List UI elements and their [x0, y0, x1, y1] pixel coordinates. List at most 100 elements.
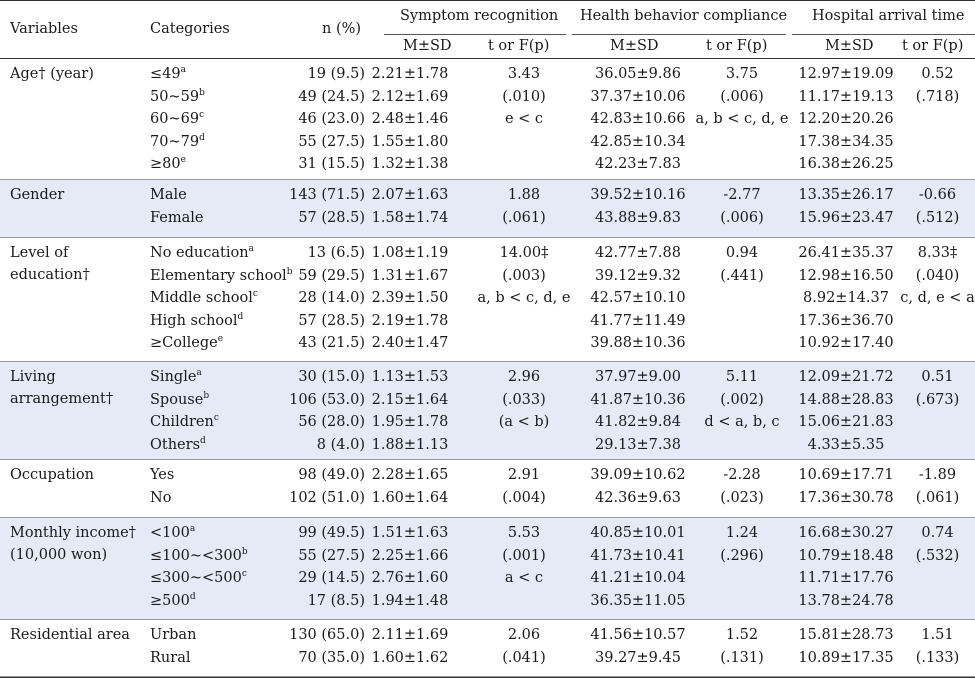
n-pct-cell: 19 (9.5) [307, 66, 365, 82]
n-pct-cell: 28 (14.0) [298, 290, 365, 306]
category-superscript: a [189, 524, 196, 535]
category-cell: Singlea [150, 368, 202, 385]
symptom-tf-cell: 2.96 [507, 369, 541, 385]
n-pct-cell: 143 (71.5) [289, 187, 365, 203]
table-group: Level of education† No educationa 13 (6.5)… [0, 238, 975, 362]
health-msd-cell: 42.77±7.88 [595, 245, 681, 261]
health-tf-cell: 1.52 [725, 627, 759, 643]
n-pct-cell: 130 (65.0) [289, 627, 365, 643]
symptom-msd-cell: 1.32±1.38 [371, 156, 449, 172]
header-arrival-tf: t or F(p) [902, 38, 964, 54]
table-header: Variables Categories n (%) Symptom recog… [0, 0, 975, 59]
n-pct-cell: 43 (21.5) [298, 335, 365, 351]
variable-label: Occupation [10, 467, 94, 483]
category-superscript: b [203, 390, 210, 401]
arrival-tf-cell: -1.89 [918, 467, 957, 483]
category-superscript: b [241, 546, 248, 557]
category-cell: No [150, 489, 172, 506]
health-msd-cell: 42.23±7.83 [595, 156, 681, 172]
arrival-msd-cell: 11.71±17.76 [798, 570, 894, 586]
symptom-tf-cell: e < c [504, 111, 544, 127]
symptom-msd-cell: 2.28±1.65 [371, 467, 449, 483]
arrival-tf-cell: (.133) [915, 649, 960, 666]
health-msd-cell: 40.85±10.01 [590, 525, 686, 541]
health-msd-cell: 29.13±7.38 [595, 436, 681, 453]
symptom-msd-cell: 2.07±1.63 [371, 187, 449, 203]
category-cell: ≥500d [150, 591, 196, 609]
category-cell: 70~79d [150, 132, 205, 150]
category-superscript: b [286, 266, 293, 277]
variable-label: Gender [10, 187, 65, 203]
symptom-msd-cell: 2.19±1.78 [371, 312, 449, 329]
symptom-msd-cell: 2.76±1.60 [371, 570, 449, 586]
arrival-msd-cell: 17.38±34.35 [798, 133, 894, 150]
category-cell: 50~59b [150, 87, 205, 105]
symptom-msd-cell: 1.60±1.62 [371, 649, 449, 666]
header-categories: Categories [150, 21, 230, 37]
header-health-msd: M±SD [610, 38, 659, 54]
arrival-tf-cell: (.532) [915, 547, 960, 564]
n-pct-cell: 17 (8.5) [307, 592, 365, 609]
symptom-msd-cell: 1.58±1.74 [371, 209, 449, 226]
header-symptom-msd: M±SD [403, 38, 452, 54]
arrival-tf-cell: 0.52 [921, 66, 954, 82]
category-cell: High schoold [150, 311, 244, 329]
health-msd-cell: 41.87±10.36 [590, 391, 686, 408]
health-tf-cell: (.131) [720, 649, 764, 666]
table-group: Gender Male 143 (71.5) 2.07±1.63 1.88 39.52±1… [0, 180, 975, 238]
symptom-tf-cell: (.003) [502, 267, 546, 284]
category-superscript: a [180, 65, 186, 76]
symptom-msd-cell: 1.60±1.64 [371, 489, 449, 506]
n-pct-cell: 98 (49.0) [298, 467, 365, 483]
category-cell: Male [150, 187, 187, 203]
symptom-tf-cell: (a < b) [498, 414, 550, 430]
category-superscript: d [199, 132, 205, 143]
symptom-tf-cell: 3.43 [507, 66, 541, 82]
symptom-msd-cell: 2.40±1.47 [371, 335, 449, 351]
arrival-msd-cell: 8.92±14.37 [803, 290, 889, 306]
arrival-msd-cell: 10.89±17.35 [798, 649, 894, 666]
category-superscript: c [241, 569, 247, 580]
category-cell: 60~69c [150, 110, 205, 127]
arrival-msd-cell: 14.88±28.83 [798, 391, 894, 408]
health-msd-cell: 37.37±10.06 [590, 88, 686, 105]
symptom-tf-cell: (.041) [502, 649, 546, 666]
table-group: Residential area Urban 130 (65.0) 2.11±1.69… [0, 620, 975, 677]
n-pct-cell: 59 (29.5) [298, 267, 365, 284]
symptom-msd-cell: 2.11±1.69 [371, 627, 449, 643]
health-msd-cell: 41.73±10.41 [590, 547, 686, 564]
header-arrival-msd: M±SD [825, 38, 874, 54]
symptom-tf-cell: a < c [504, 570, 544, 586]
health-tf-cell: (.006) [720, 88, 764, 105]
arrival-tf-cell: 0.51 [921, 369, 954, 385]
category-cell: ≥80e [150, 155, 186, 172]
variable-label: Living arrangement† [10, 369, 114, 407]
n-pct-cell: 57 (28.5) [298, 209, 365, 226]
n-pct-cell: 8 (4.0) [316, 436, 365, 453]
category-cell: No educationa [150, 244, 254, 261]
symptom-msd-cell: 1.31±1.67 [371, 267, 449, 284]
health-tf-cell: 3.75 [725, 66, 759, 82]
arrival-tf-cell: (.061) [915, 489, 960, 506]
category-cell: <100a [150, 524, 196, 541]
health-msd-cell: 39.52±10.16 [590, 187, 686, 203]
category-superscript: e [217, 334, 224, 345]
health-tf-cell: 0.94 [725, 245, 759, 261]
category-cell: Rural [150, 649, 191, 666]
arrival-msd-cell: 26.41±35.37 [798, 245, 894, 261]
category-superscript: c [213, 413, 219, 424]
symptom-tf-cell: a, b < c, d, e [477, 290, 571, 306]
arrival-msd-cell: 10.69±17.71 [798, 467, 894, 483]
category-superscript: e [180, 155, 186, 166]
arrival-msd-cell: 12.09±21.72 [798, 369, 894, 385]
symptom-tf-cell: 2.06 [507, 627, 541, 643]
category-superscript: a [248, 244, 254, 255]
symptom-tf-cell: (.061) [502, 209, 546, 226]
n-pct-cell: 31 (15.5) [298, 156, 365, 172]
arrival-tf-cell: (.673) [915, 391, 960, 408]
arrival-msd-cell: 10.92±17.40 [798, 335, 894, 351]
category-cell: ≥Collegee [150, 334, 224, 351]
health-tf-cell: a, b < c, d, e [695, 111, 789, 127]
n-pct-cell: 102 (51.0) [289, 489, 365, 506]
symptom-tf-cell: (.004) [502, 489, 546, 506]
